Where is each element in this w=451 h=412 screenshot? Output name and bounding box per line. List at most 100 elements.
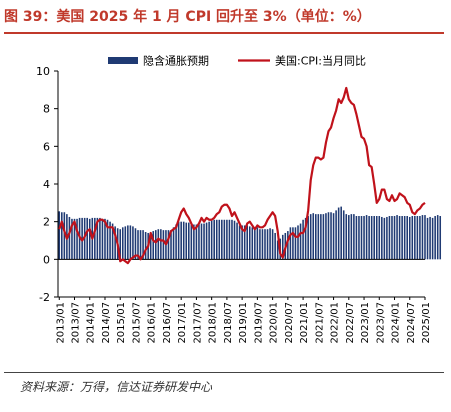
bar-implied-inflation bbox=[86, 217, 88, 260]
x-tick-label: 2013/01 bbox=[55, 302, 66, 344]
bar-implied-inflation bbox=[259, 229, 261, 260]
bar-implied-inflation bbox=[337, 207, 340, 260]
x-tick-label: 2019/01 bbox=[238, 302, 249, 344]
bar-implied-inflation bbox=[332, 213, 335, 260]
bar-implied-inflation bbox=[386, 216, 388, 260]
bar-implied-inflation bbox=[312, 213, 315, 260]
bar-implied-inflation bbox=[419, 216, 421, 260]
bar-implied-inflation bbox=[350, 214, 353, 260]
bar-implied-inflation bbox=[63, 212, 66, 260]
bar-implied-inflation bbox=[104, 218, 106, 260]
x-tick-label: 2016/07 bbox=[162, 302, 173, 344]
bar-implied-inflation bbox=[182, 221, 185, 260]
bar-implied-inflation bbox=[188, 222, 190, 260]
bar-implied-inflation bbox=[180, 221, 182, 260]
bar-implied-inflation bbox=[127, 225, 129, 260]
x-tick-label: 2013/07 bbox=[71, 302, 82, 344]
x-tick-label: 2017/07 bbox=[192, 302, 203, 344]
bar-implied-inflation bbox=[294, 227, 297, 260]
bar-implied-inflation bbox=[233, 220, 236, 260]
bar-implied-inflation bbox=[213, 219, 215, 260]
bar-implied-inflation bbox=[365, 215, 368, 260]
bar-implied-inflation bbox=[223, 219, 226, 260]
bar-implied-inflation bbox=[139, 230, 142, 260]
bar-implied-inflation bbox=[238, 225, 241, 260]
bar-implied-inflation bbox=[416, 216, 419, 260]
source-divider bbox=[4, 372, 444, 373]
bar-implied-inflation bbox=[431, 217, 434, 260]
bar-implied-inflation bbox=[193, 224, 195, 260]
x-tick-label: 2014/07 bbox=[101, 302, 112, 344]
line-series-cpi-yoy bbox=[58, 86, 426, 265]
bar-implied-inflation bbox=[129, 225, 132, 260]
bar-implied-inflation bbox=[228, 219, 231, 260]
x-ticks: 2013/01 2013/07 2014/01 2014/07 2015/01 2015/… bbox=[55, 297, 432, 344]
bar-implied-inflation bbox=[274, 232, 276, 260]
bar-implied-inflation bbox=[142, 230, 144, 260]
bar-series-layer bbox=[58, 206, 442, 260]
bar-implied-inflation bbox=[221, 219, 223, 260]
bar-implied-inflation bbox=[276, 240, 279, 260]
bar-implied-inflation bbox=[340, 206, 342, 260]
bar-implied-inflation bbox=[208, 221, 210, 260]
bar-implied-inflation bbox=[421, 215, 424, 260]
bar-implied-inflation bbox=[353, 214, 355, 260]
bar-implied-inflation bbox=[363, 216, 365, 260]
bar-implied-inflation bbox=[383, 217, 386, 260]
y-tick-label: 2 bbox=[43, 216, 50, 229]
y-tick-label: 8 bbox=[43, 103, 50, 116]
bar-implied-inflation bbox=[109, 221, 111, 260]
bar-implied-inflation bbox=[177, 221, 180, 260]
bar-implied-inflation bbox=[101, 218, 104, 260]
x-tick-label: 2018/01 bbox=[208, 302, 219, 344]
bar-implied-inflation bbox=[190, 223, 193, 260]
bar-implied-inflation bbox=[368, 216, 370, 260]
bar-implied-inflation bbox=[248, 226, 251, 260]
bar-implied-inflation bbox=[381, 216, 383, 260]
bar-implied-inflation bbox=[439, 216, 442, 260]
bar-implied-inflation bbox=[236, 222, 238, 260]
x-tick-label: 2023/07 bbox=[375, 302, 386, 344]
bar-implied-inflation bbox=[154, 230, 157, 260]
y-tick-label: 4 bbox=[43, 178, 50, 191]
x-tick-label: 2021/01 bbox=[299, 302, 310, 344]
x-tick-label: 2015/07 bbox=[131, 302, 142, 344]
bar-implied-inflation bbox=[398, 216, 401, 260]
bar-implied-inflation bbox=[185, 222, 188, 260]
x-tick-label: 2014/01 bbox=[86, 302, 97, 344]
bar-implied-inflation bbox=[299, 223, 302, 260]
bar-implied-inflation bbox=[160, 229, 162, 260]
x-tick-label: 2025/01 bbox=[421, 302, 432, 344]
x-tick-label: 2021/07 bbox=[314, 302, 325, 344]
bar-implied-inflation bbox=[76, 218, 78, 260]
bar-implied-inflation bbox=[348, 215, 350, 260]
bar-implied-inflation bbox=[137, 230, 139, 260]
bar-implied-inflation bbox=[317, 214, 320, 260]
bar-implied-inflation bbox=[325, 213, 327, 260]
x-tick-label: 2015/01 bbox=[116, 302, 127, 344]
bar-implied-inflation bbox=[175, 224, 177, 260]
bar-implied-inflation bbox=[210, 220, 213, 260]
bar-implied-inflation bbox=[292, 227, 294, 260]
bar-implied-inflation bbox=[241, 225, 243, 260]
bar-implied-inflation bbox=[287, 231, 289, 260]
bar-implied-inflation bbox=[94, 217, 96, 260]
bar-implied-inflation bbox=[360, 216, 363, 260]
bar-implied-inflation bbox=[200, 223, 203, 260]
bar-implied-inflation bbox=[408, 216, 411, 260]
x-tick-label: 2020/01 bbox=[269, 302, 280, 344]
bar-implied-inflation bbox=[114, 226, 116, 260]
source-note: 资料来源：万得，信达证券研发中心 bbox=[20, 380, 213, 394]
x-tick-label: 2018/07 bbox=[223, 302, 234, 344]
bar-implied-inflation bbox=[162, 230, 165, 260]
bar-implied-inflation bbox=[375, 216, 378, 260]
bar-implied-inflation bbox=[231, 219, 233, 260]
bar-implied-inflation bbox=[403, 216, 406, 260]
bar-implied-inflation bbox=[309, 214, 312, 260]
bar-implied-inflation bbox=[134, 228, 137, 260]
bar-implied-inflation bbox=[406, 216, 408, 260]
bar-implied-inflation bbox=[414, 216, 416, 260]
bar-implied-inflation bbox=[243, 225, 246, 260]
bar-implied-inflation bbox=[393, 216, 396, 260]
